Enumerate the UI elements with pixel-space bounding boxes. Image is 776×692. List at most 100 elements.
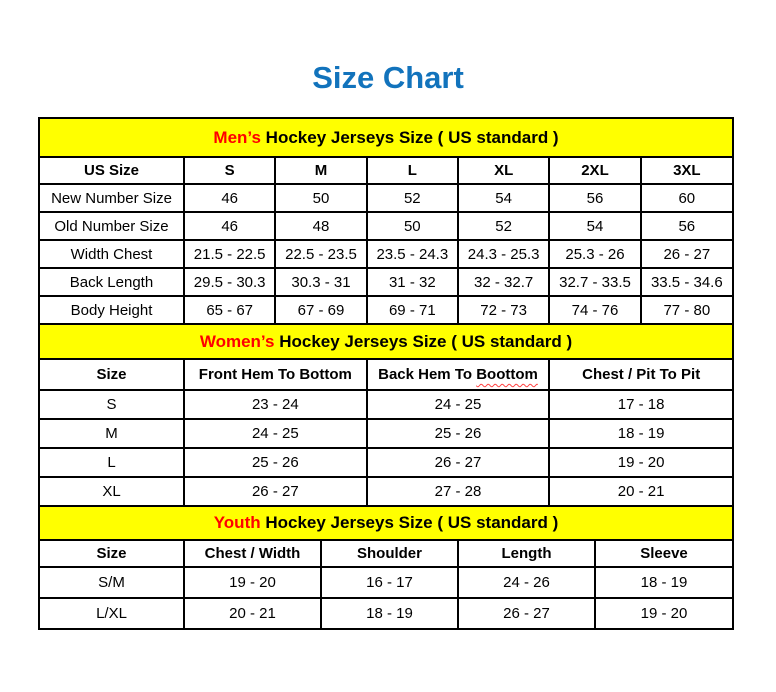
column-header: S: [182, 157, 277, 185]
data-cell: 52: [456, 211, 551, 241]
column-header: L: [365, 157, 459, 185]
data-cell: 25.3 - 26: [548, 239, 642, 269]
data-cell: 24 - 25: [183, 418, 368, 449]
youth-header-row: Size Chest / Width Shoulder Length Sleev…: [39, 540, 733, 568]
row-label-cell: M: [39, 418, 185, 449]
mens-section-header: Men’s Hockey Jerseys Size ( US standard …: [40, 119, 732, 158]
data-cell: 16 - 17: [320, 566, 459, 599]
data-cell: 20 - 21: [183, 597, 322, 629]
row-label-cell: Body Height: [39, 295, 185, 324]
data-cell: 18 - 19: [320, 597, 459, 629]
mens-size-table: US Size S M L XL 2XL 3XL New Number Size…: [39, 157, 734, 324]
row-label-cell: New Number Size: [39, 183, 185, 213]
column-header: Length: [457, 540, 596, 568]
womens-size-table: Size Front Hem To Bottom Back Hem To Boo…: [39, 359, 733, 506]
data-cell: 24.3 - 25.3: [456, 239, 551, 269]
data-cell: 60: [639, 183, 734, 213]
data-cell: 19 - 20: [183, 566, 322, 599]
data-cell: 69 - 71: [365, 295, 459, 324]
mens-section-title: Hockey Jerseys Size ( US standard ): [260, 127, 559, 147]
data-cell: 27 - 28: [365, 476, 551, 506]
data-cell: 77 - 80: [639, 295, 734, 324]
data-cell: 29.5 - 30.3: [182, 267, 277, 297]
data-cell: 19 - 20: [594, 597, 733, 629]
data-cell: 46: [182, 211, 277, 241]
data-cell: 50: [365, 211, 459, 241]
table-row: M 24 - 25 25 - 26 18 - 19: [39, 418, 733, 449]
column-header: Chest / Width: [183, 540, 322, 568]
data-cell: 18 - 19: [594, 566, 733, 599]
data-cell: 26 - 27: [457, 597, 596, 629]
row-label-cell: L: [39, 447, 185, 478]
data-cell: 31 - 32: [365, 267, 459, 297]
table-row: XL 26 - 27 27 - 28 20 - 21: [39, 476, 733, 506]
data-cell: 26 - 27: [639, 239, 734, 269]
data-cell: 56: [639, 211, 734, 241]
column-header: XL: [456, 157, 551, 185]
data-cell: 50: [274, 183, 368, 213]
data-cell: 17 - 18: [548, 389, 733, 420]
womens-header-row: Size Front Hem To Bottom Back Hem To Boo…: [39, 359, 733, 391]
data-cell: 48: [274, 211, 368, 241]
data-cell: 21.5 - 22.5: [182, 239, 277, 269]
data-cell: 74 - 76: [548, 295, 642, 324]
data-cell: 24 - 25: [365, 389, 551, 420]
data-cell: 20 - 21: [548, 476, 733, 506]
table-row: L 25 - 26 26 - 27 19 - 20: [39, 447, 733, 478]
row-label-cell: Back Length: [39, 267, 185, 297]
data-cell: 32.7 - 33.5: [548, 267, 642, 297]
data-cell: 23.5 - 24.3: [365, 239, 459, 269]
column-header: Chest / Pit To Pit: [548, 359, 733, 391]
row-label-cell: Width Chest: [39, 239, 185, 269]
row-label-cell: L/XL: [39, 597, 185, 629]
data-cell: 54: [456, 183, 551, 213]
data-cell: 65 - 67: [182, 295, 277, 324]
womens-section-accent: Women’s: [199, 331, 275, 351]
youth-section-accent: Youth: [213, 513, 261, 532]
table-row: Back Length 29.5 - 30.3 30.3 - 31 31 - 3…: [39, 267, 734, 297]
column-header: Front Hem To Bottom: [183, 359, 368, 391]
youth-size-table: Size Chest / Width Shoulder Length Sleev…: [39, 540, 733, 629]
table-row: L/XL 20 - 21 18 - 19 26 - 27 19 - 20: [39, 597, 733, 629]
data-cell: 67 - 69: [274, 295, 368, 324]
table-row: Width Chest 21.5 - 22.5 22.5 - 23.5 23.5…: [39, 239, 734, 269]
mens-header-row: US Size S M L XL 2XL 3XL: [39, 157, 734, 185]
womens-section-title: Hockey Jerseys Size ( US standard ): [274, 331, 573, 351]
data-cell: 52: [365, 183, 459, 213]
column-header: Size: [39, 359, 185, 391]
data-cell: 25 - 26: [365, 418, 551, 449]
youth-section-title: Hockey Jerseys Size ( US standard ): [260, 513, 559, 532]
data-cell: 24 - 26: [457, 566, 596, 599]
data-cell: 32 - 32.7: [456, 267, 551, 297]
column-header: M: [274, 157, 368, 185]
womens-section-header: Women’s Hockey Jerseys Size ( US standar…: [40, 323, 732, 360]
page-title: Size Chart: [312, 60, 464, 95]
column-header: Sleeve: [594, 540, 733, 568]
table-row: Old Number Size 46 48 50 52 54 56: [39, 211, 734, 241]
data-cell: 26 - 27: [183, 476, 368, 506]
data-cell: 54: [548, 211, 642, 241]
table-row: S/M 19 - 20 16 - 17 24 - 26 18 - 19: [39, 566, 733, 599]
youth-section-header: Youth Hockey Jerseys Size ( US standard …: [40, 505, 732, 541]
row-label-cell: S: [39, 389, 185, 420]
data-cell: 33.5 - 34.6: [639, 267, 734, 297]
column-header-text: Back Hem To: [378, 366, 477, 383]
column-header: Back Hem To Boottom: [365, 359, 551, 391]
row-label-cell: Old Number Size: [39, 211, 185, 241]
data-cell: 26 - 27: [365, 447, 551, 478]
mens-section-accent: Men’s: [213, 127, 261, 147]
data-cell: 30.3 - 31: [274, 267, 368, 297]
column-header: Shoulder: [320, 540, 459, 568]
column-header: 2XL: [548, 157, 642, 185]
table-row: S 23 - 24 24 - 25 17 - 18: [39, 389, 733, 420]
data-cell: 18 - 19: [548, 418, 733, 449]
data-cell: 19 - 20: [548, 447, 733, 478]
data-cell: 23 - 24: [183, 389, 368, 420]
column-header: 3XL: [639, 157, 734, 185]
table-row: New Number Size 46 50 52 54 56 60: [39, 183, 734, 213]
column-header: Size: [39, 540, 185, 568]
row-label-cell: XL: [39, 476, 185, 506]
data-cell: 22.5 - 23.5: [274, 239, 368, 269]
column-header: US Size: [39, 157, 185, 185]
